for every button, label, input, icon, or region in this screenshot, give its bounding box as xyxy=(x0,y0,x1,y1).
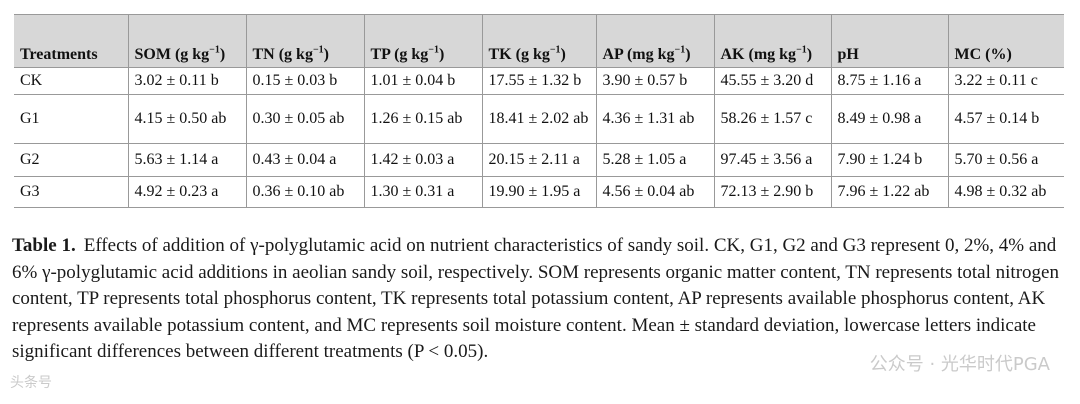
cell-mc: 4.98 ± 0.32 ab xyxy=(947,176,1064,208)
header-treatments: Treatments xyxy=(14,14,128,68)
cell-tp: 1.26 ± 0.15 ab xyxy=(363,94,482,144)
cell-ap: 4.56 ± 0.04 ab xyxy=(595,176,714,208)
cell-tn: 0.36 ± 0.10 ab xyxy=(245,176,364,208)
cell-tn: 0.43 ± 0.04 a xyxy=(245,143,364,177)
cell-tk: 19.90 ± 1.95 a xyxy=(481,176,596,208)
header-mc: MC (%) xyxy=(947,14,1064,68)
cell-mc: 3.22 ± 0.11 c xyxy=(947,67,1064,95)
header-ap: AP (mg kg−1) xyxy=(595,14,714,68)
cell-ak: 58.26 ± 1.57 c xyxy=(713,94,831,144)
cell-ak: 97.45 ± 3.56 a xyxy=(713,143,831,177)
table-row: G3 4.92 ± 0.23 a 0.36 ± 0.10 ab 1.30 ± 0… xyxy=(14,176,1064,208)
table-row: CK 3.02 ± 0.11 b 0.15 ± 0.03 b 1.01 ± 0.… xyxy=(14,67,1064,95)
cell-mc: 4.57 ± 0.14 b xyxy=(947,94,1064,144)
table-header-row: Treatments SOM (g kg−1) TN (g kg−1) TP (… xyxy=(14,14,1064,68)
cell-treatment: G3 xyxy=(14,176,128,208)
header-tk: TK (g kg−1) xyxy=(481,14,596,68)
cell-tk: 18.41 ± 2.02 ab xyxy=(481,94,596,144)
watermark-right: 公众号 · 光华时代PGA xyxy=(869,354,1050,375)
cell-ph: 8.75 ± 1.16 a xyxy=(830,67,948,95)
cell-som: 5.63 ± 1.14 a xyxy=(127,143,246,177)
header-tp: TP (g kg−1) xyxy=(363,14,482,68)
cell-tn: 0.30 ± 0.05 ab xyxy=(245,94,364,144)
caption-text: Effects of addition of γ-polyglutamic ac… xyxy=(12,235,1059,362)
header-tn: TN (g kg−1) xyxy=(245,14,364,68)
cell-treatment: G2 xyxy=(14,143,128,177)
table-row: G1 4.15 ± 0.50 ab 0.30 ± 0.05 ab 1.26 ± … xyxy=(14,94,1064,144)
table-row: G2 5.63 ± 1.14 a 0.43 ± 0.04 a 1.42 ± 0.… xyxy=(14,143,1064,177)
header-ph: pH xyxy=(830,14,948,68)
cell-ph: 8.49 ± 0.98 a xyxy=(830,94,948,144)
cell-tk: 20.15 ± 2.11 a xyxy=(481,143,596,177)
cell-ap: 4.36 ± 1.31 ab xyxy=(595,94,714,144)
cell-ak: 45.55 ± 3.20 d xyxy=(713,67,831,95)
cell-ak: 72.13 ± 2.90 b xyxy=(713,176,831,208)
header-ak: AK (mg kg−1) xyxy=(713,14,831,68)
cell-ph: 7.96 ± 1.22 ab xyxy=(830,176,948,208)
watermark-left: 头条号 xyxy=(10,375,52,391)
nutrient-table: Treatments SOM (g kg−1) TN (g kg−1) TP (… xyxy=(14,14,1064,208)
cell-som: 3.02 ± 0.11 b xyxy=(127,67,246,95)
cell-mc: 5.70 ± 0.56 a xyxy=(947,143,1064,177)
cell-ap: 3.90 ± 0.57 b xyxy=(595,67,714,95)
cell-treatment: G1 xyxy=(14,94,128,144)
cell-tp: 1.42 ± 0.03 a xyxy=(363,143,482,177)
header-som: SOM (g kg−1) xyxy=(127,14,246,68)
cell-tn: 0.15 ± 0.03 b xyxy=(245,67,364,95)
table-caption: Table 1. Effects of addition of γ-polyglu… xyxy=(12,233,1062,366)
cell-tk: 17.55 ± 1.32 b xyxy=(481,67,596,95)
cell-ap: 5.28 ± 1.05 a xyxy=(595,143,714,177)
cell-som: 4.92 ± 0.23 a xyxy=(127,176,246,208)
cell-treatment: CK xyxy=(14,67,128,95)
caption-label: Table 1. xyxy=(12,235,76,256)
data-table-container: Treatments SOM (g kg−1) TN (g kg−1) TP (… xyxy=(14,14,1064,208)
cell-som: 4.15 ± 0.50 ab xyxy=(127,94,246,144)
cell-tp: 1.01 ± 0.04 b xyxy=(363,67,482,95)
cell-tp: 1.30 ± 0.31 a xyxy=(363,176,482,208)
cell-ph: 7.90 ± 1.24 b xyxy=(830,143,948,177)
